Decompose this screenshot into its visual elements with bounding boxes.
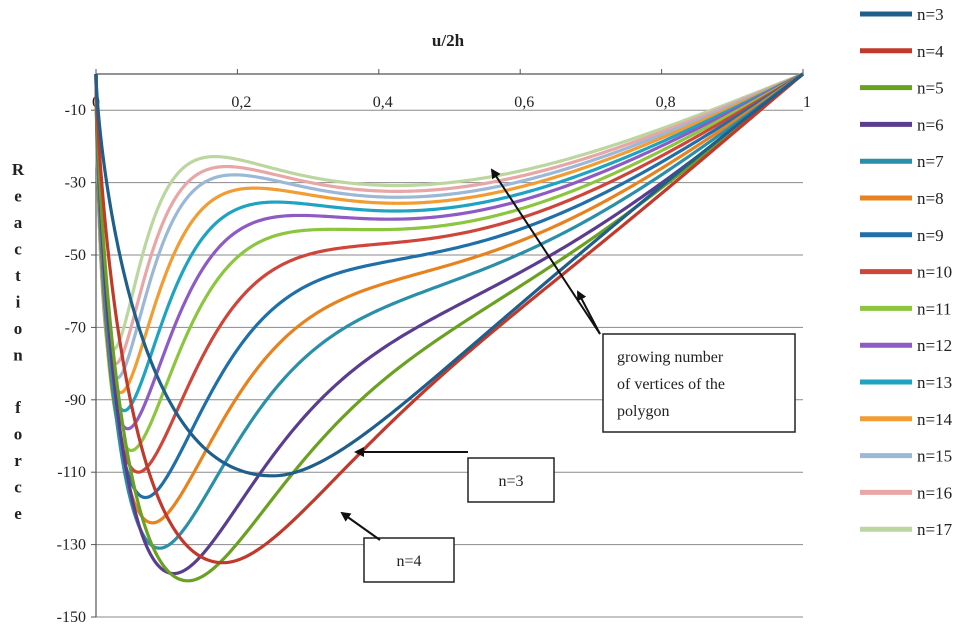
x-tick-label: 1	[803, 94, 811, 111]
annotation-n3-label: n=3	[498, 473, 523, 490]
y-tick-label: -70	[65, 319, 86, 336]
y-axis-label-letter: o	[14, 425, 23, 444]
y-axis-label-letter: c	[14, 478, 22, 497]
legend-label: n=5	[917, 79, 944, 98]
y-axis-ticks: -10 -30 -50 -70 -90 -110 -130 -150	[57, 102, 96, 626]
annotation-box-vertices	[602, 333, 796, 433]
annotation-n4-label: n=4	[396, 553, 421, 570]
y-tick-label: -150	[57, 609, 86, 626]
y-tick-label: -10	[65, 102, 86, 119]
y-axis-label-letter: o	[14, 319, 23, 338]
legend-label: n=17	[917, 520, 953, 539]
y-axis-label-letter: e	[14, 504, 22, 523]
annotations: growing number of vertices of the polygo…	[340, 168, 796, 583]
series-line-n-11	[94, 72, 804, 453]
legend-label: n=11	[917, 299, 951, 318]
y-axis-label-letter: e	[14, 187, 22, 206]
series-line-n-4	[94, 72, 805, 565]
legend-label: n=14	[917, 410, 953, 429]
legend-label: n=6	[917, 115, 944, 134]
y-tick-label: -130	[57, 537, 86, 554]
y-tick-label: -30	[65, 175, 86, 192]
legend-label: n=3	[917, 5, 944, 24]
legend-label: n=4	[917, 42, 944, 61]
series-line-n-13	[94, 72, 804, 413]
x-axis-label: u/2h	[432, 31, 465, 50]
x-tick-label: 0,4	[373, 94, 393, 111]
legend-label: n=9	[917, 226, 944, 245]
legend-label: n=10	[917, 263, 952, 282]
legend-label: n=8	[917, 189, 944, 208]
y-axis-label-letter: r	[14, 451, 22, 470]
legend-label: n=7	[917, 152, 944, 171]
y-axis-label-letter: c	[14, 240, 22, 259]
y-tick-label: -90	[65, 392, 86, 409]
legend-label: n=16	[917, 483, 952, 502]
annotation-vertices-line-3: polygon	[617, 403, 669, 420]
x-tick-label: 0,2	[231, 94, 251, 111]
series-line-n-14	[94, 72, 804, 395]
series-line-n-8	[94, 72, 804, 525]
y-tick-label: -50	[65, 247, 86, 264]
y-axis-label-letter: f	[15, 398, 21, 417]
annotation-vertices-line-2: of vertices of the	[617, 376, 725, 393]
annotation-box-n3	[467, 457, 555, 503]
legend: n=3 n=4 n=5 n=6 n=7 n=8 n=9 n=10 n=11 n=12 n=13 n=1…	[860, 5, 953, 539]
series-line-n-15	[94, 72, 804, 380]
legend-label: n=15	[917, 447, 952, 466]
y-axis-label-letter: a	[14, 213, 23, 232]
series-lines	[94, 72, 805, 583]
series-line-n-16	[94, 72, 804, 366]
y-axis-label-letter: R	[12, 160, 25, 179]
arrow-n4	[340, 511, 381, 541]
legend-label: n=13	[917, 373, 952, 392]
legend-label: n=12	[917, 336, 952, 355]
y-axis-label-letter: i	[16, 293, 21, 312]
y-tick-label: -110	[57, 464, 86, 481]
series-line-n-3	[94, 72, 804, 478]
x-tick-label: 0,8	[656, 94, 676, 111]
series-line-n-6	[94, 72, 804, 576]
y-axis-label-letter: n	[13, 346, 23, 365]
y-axis-label-letter: t	[15, 266, 21, 285]
annotation-box-n4	[363, 537, 455, 583]
annotation-vertices-line-1: growing number	[617, 349, 724, 366]
arrow-vertices-down	[577, 290, 601, 335]
x-tick-label: 0,6	[514, 94, 534, 111]
series-line-n-10	[94, 72, 804, 474]
series-line-n-17	[94, 72, 804, 351]
arrow-vertices-up	[490, 168, 601, 335]
x-axis-ticks: 00,20,40,60,81	[92, 69, 811, 111]
